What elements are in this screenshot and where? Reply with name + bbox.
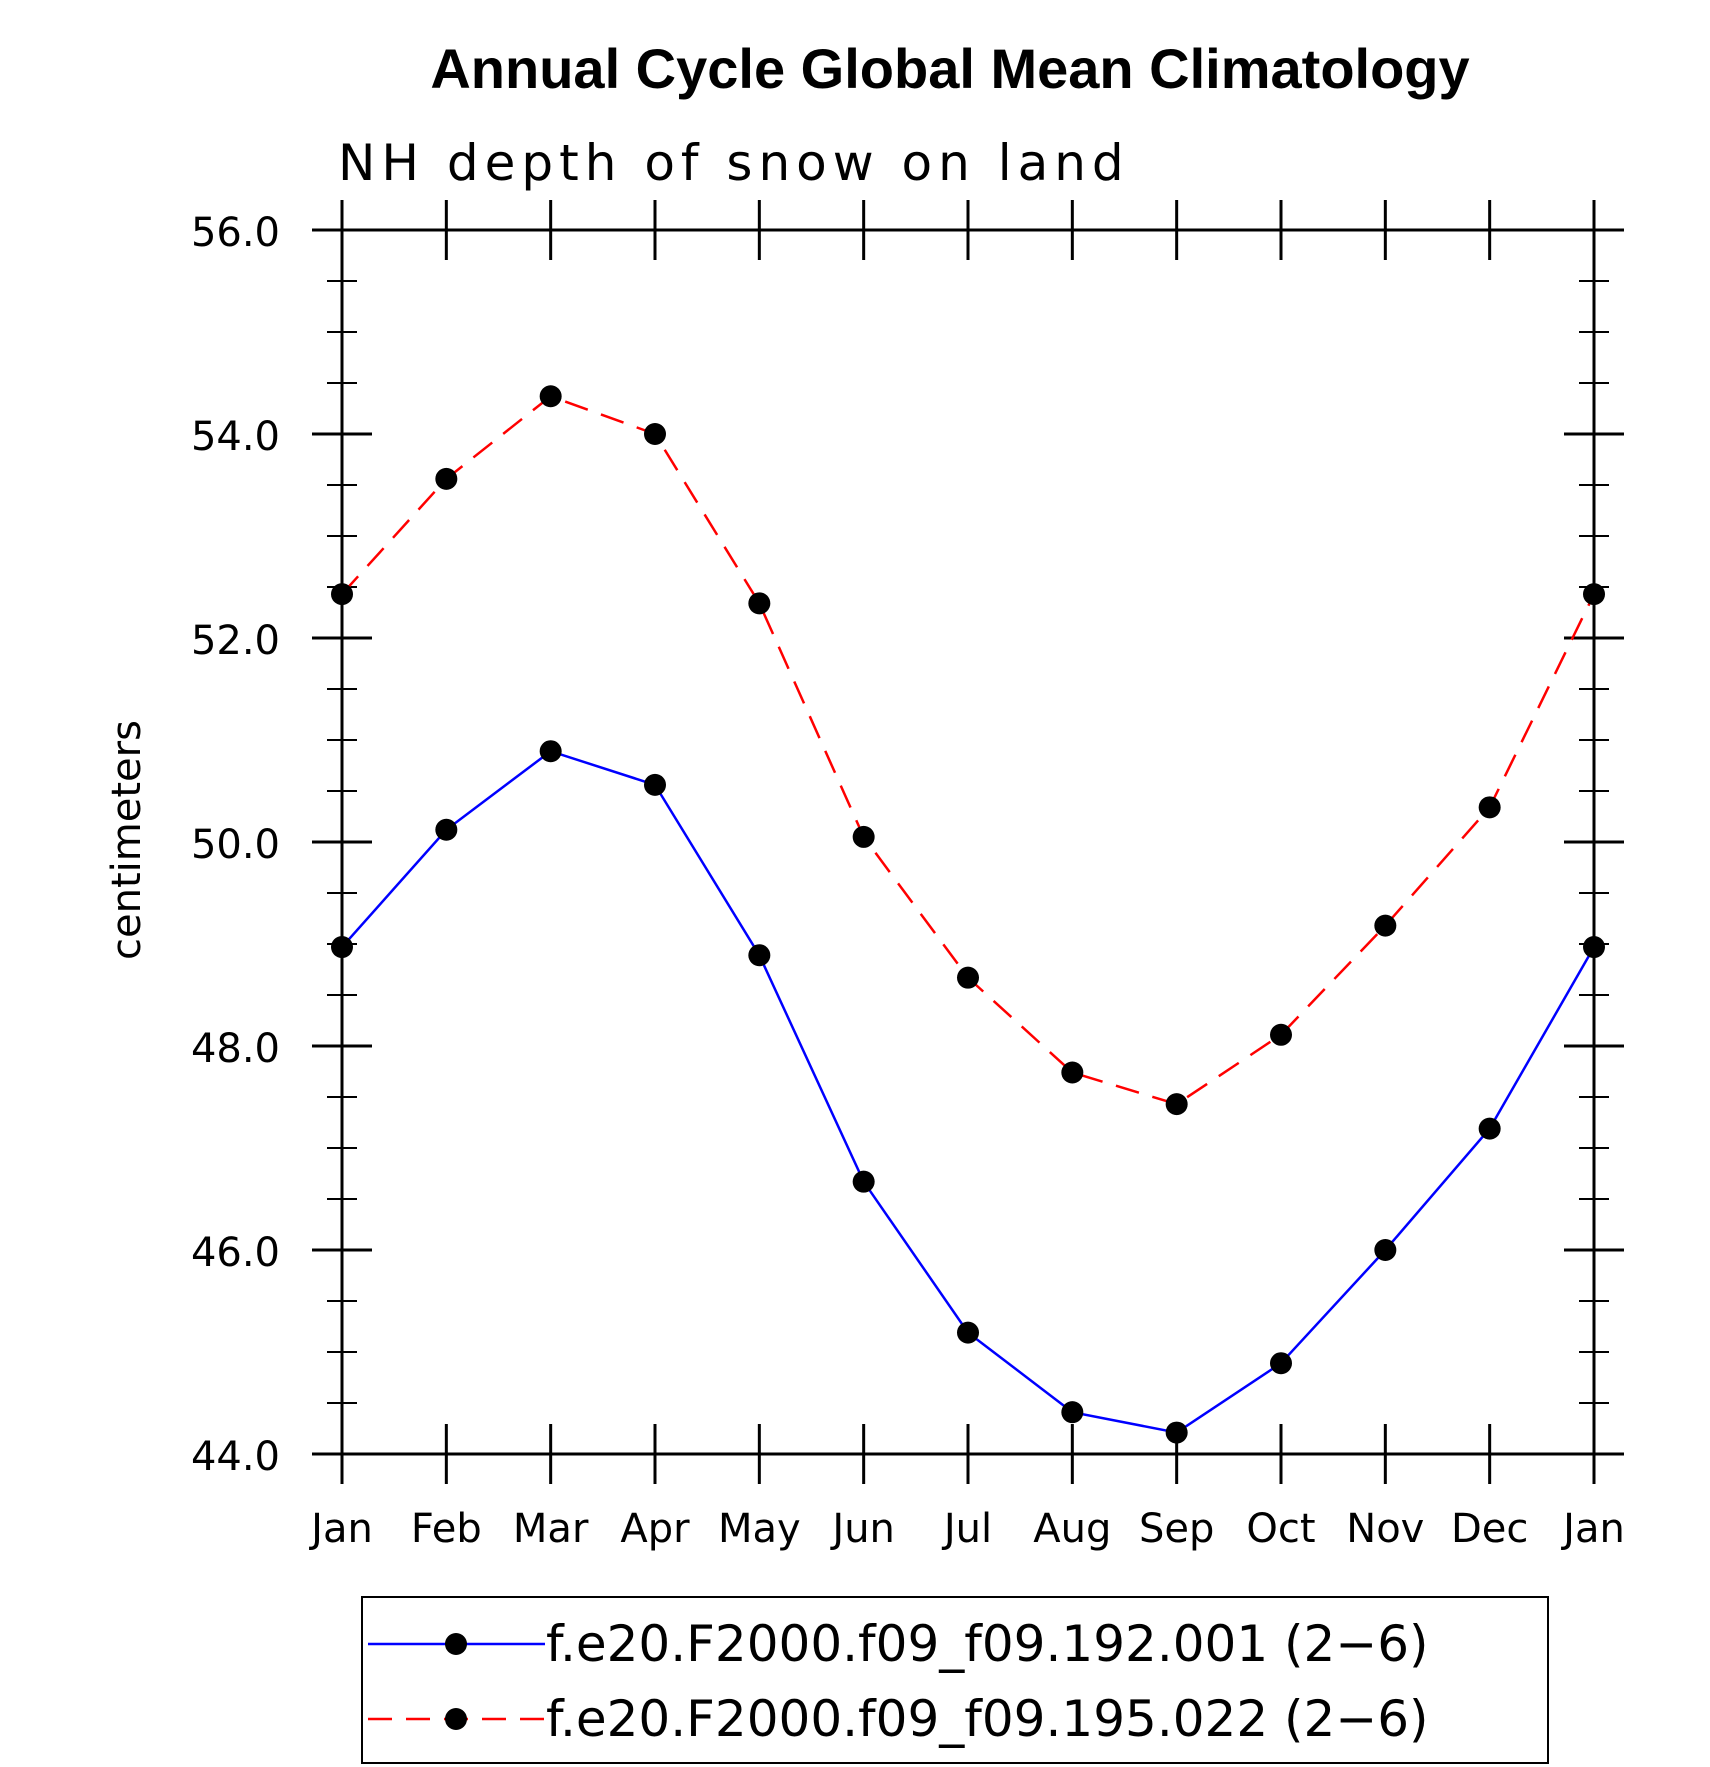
data-point-series-1 xyxy=(331,936,353,959)
data-point-series-2 xyxy=(539,385,562,408)
x-tick-label: Jul xyxy=(941,1506,992,1552)
x-tick-label: Jan xyxy=(1560,1506,1625,1552)
legend-label-2: f.e20.F2000.f09_f09.195.022 (2−6) xyxy=(546,1690,1429,1748)
plot-frame xyxy=(340,228,1596,1456)
data-point-series-1 xyxy=(852,1170,875,1193)
x-tick-label: Nov xyxy=(1346,1506,1424,1552)
data-point-series-1 xyxy=(435,818,458,841)
legend-box xyxy=(361,1596,1549,1764)
axis-ticks xyxy=(312,200,1624,1484)
legend: f.e20.F2000.f09_f09.192.001 (2−6) f.e20.… xyxy=(361,1596,1549,1764)
data-point-series-1 xyxy=(748,944,771,967)
data-point-series-2 xyxy=(1165,1093,1188,1116)
data-point-series-1 xyxy=(1478,1117,1501,1140)
data-point-series-2 xyxy=(1061,1061,1084,1084)
y-tick-label: 46.0 xyxy=(191,1230,280,1276)
y-tick-labels: 44.0 46.0 48.0 50.0 52.0 54.0 56.0 xyxy=(191,210,280,1480)
data-point-series-2 xyxy=(1478,796,1501,819)
chart-subtitle: NH depth of snow on land xyxy=(338,134,1130,192)
chart-title: Annual Cycle Global Mean Climatology xyxy=(430,37,1469,100)
x-tick-label: Dec xyxy=(1451,1506,1528,1552)
y-tick-label: 54.0 xyxy=(191,414,280,460)
data-point-series-1 xyxy=(539,740,562,763)
y-tick-label: 52.0 xyxy=(191,618,280,664)
x-tick-label: Apr xyxy=(620,1506,690,1552)
x-tick-label: Sep xyxy=(1139,1506,1214,1552)
data-point-series-2 xyxy=(957,966,979,989)
data-point-series-2 xyxy=(1374,914,1397,937)
x-tick-label: Mar xyxy=(513,1506,589,1552)
data-point-series-2 xyxy=(435,467,458,490)
x-tick-label: Jun xyxy=(829,1506,895,1552)
series-layer xyxy=(331,385,1605,1444)
y-tick-label: 44.0 xyxy=(191,1434,280,1480)
x-tick-label: Aug xyxy=(1033,1506,1111,1552)
legend-marker-1 xyxy=(445,1633,467,1655)
y-tick-label: 56.0 xyxy=(191,210,280,256)
data-point-series-1 xyxy=(1374,1239,1397,1261)
series-line-2 xyxy=(341,394,1596,1106)
x-tick-label: Feb xyxy=(411,1506,482,1552)
data-point-series-1 xyxy=(1165,1421,1188,1444)
data-point-series-2 xyxy=(1583,583,1605,606)
x-tick-label: May xyxy=(718,1506,801,1552)
data-point-series-2 xyxy=(852,825,875,848)
x-tick-label: Oct xyxy=(1246,1506,1315,1552)
data-point-series-1 xyxy=(1061,1401,1084,1424)
data-point-series-1 xyxy=(957,1321,979,1344)
x-tick-labels: Jan Feb Mar Apr May Jun Jul Aug Sep Oct Nov Dec Jan xyxy=(308,1506,1625,1552)
data-point-series-2 xyxy=(748,592,771,615)
y-axis-label: centimeters xyxy=(104,720,150,960)
x-tick-label: Jan xyxy=(308,1506,373,1552)
data-point-series-1 xyxy=(1270,1352,1292,1375)
data-point-series-2 xyxy=(331,583,353,606)
data-point-series-2 xyxy=(644,423,666,445)
legend-label-1: f.e20.F2000.f09_f09.192.001 (2−6) xyxy=(546,1615,1429,1673)
data-point-series-1 xyxy=(644,773,666,796)
data-point-series-2 xyxy=(1270,1023,1292,1046)
y-tick-label: 50.0 xyxy=(191,822,280,868)
data-point-series-1 xyxy=(1583,936,1605,959)
legend-marker-2 xyxy=(445,1708,467,1730)
y-tick-label: 48.0 xyxy=(191,1026,280,1072)
